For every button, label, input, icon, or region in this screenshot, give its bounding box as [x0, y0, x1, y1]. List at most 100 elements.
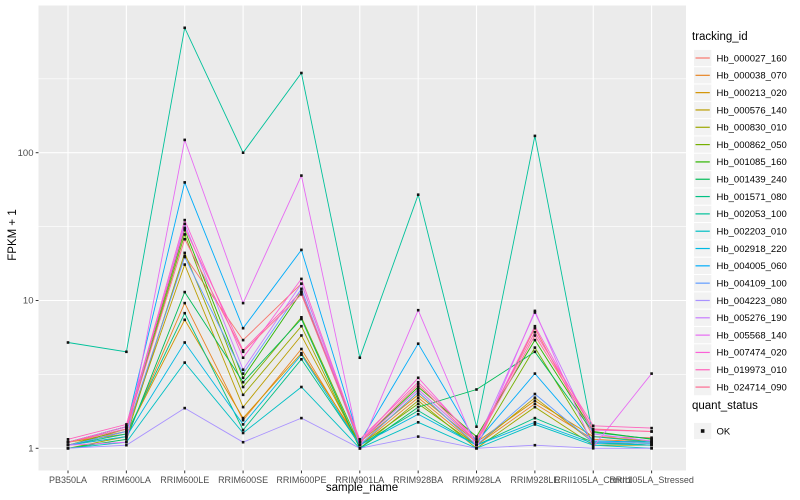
data-point — [300, 174, 303, 177]
data-point — [416, 193, 420, 196]
data-point — [591, 424, 595, 428]
data-point — [475, 440, 478, 444]
x-tick-label: PB350LA — [49, 475, 87, 485]
data-point — [183, 251, 186, 255]
data-point — [533, 416, 537, 420]
data-point — [475, 443, 478, 447]
data-point — [300, 351, 303, 355]
x-tick-label: RRIM600SE — [218, 475, 268, 485]
x-tick-label: RRII105LA_Control — [554, 475, 632, 485]
data-point — [533, 392, 537, 396]
data-point — [591, 427, 595, 431]
data-point — [300, 287, 303, 291]
legend-item-label: Hb_004005_060 — [717, 261, 787, 272]
legend-item-label: Hb_000213_020 — [717, 88, 787, 99]
data-point — [241, 440, 245, 444]
data-point — [300, 316, 303, 319]
data-point — [241, 338, 245, 342]
x-tick-label: RRIM600LA — [102, 475, 151, 485]
data-point — [241, 385, 245, 389]
data-point — [300, 317, 303, 321]
data-point — [183, 226, 186, 230]
legend-item-label: Hb_000038_070 — [717, 71, 787, 82]
data-point — [183, 318, 186, 322]
data-point — [241, 326, 245, 330]
legend-item-label: Hb_007474_020 — [717, 348, 787, 359]
data-point — [416, 393, 420, 397]
data-point — [300, 358, 303, 361]
data-point — [533, 134, 537, 138]
data-point — [241, 423, 245, 426]
data-point — [66, 447, 70, 450]
data-point — [650, 437, 653, 441]
data-point — [241, 416, 245, 420]
data-point — [125, 438, 128, 441]
data-point — [650, 442, 653, 445]
data-point — [416, 342, 420, 345]
data-point — [650, 372, 653, 375]
x-tick-label: RRIM928LA — [452, 475, 501, 485]
legend-title-quant-status: quant_status — [692, 400, 758, 412]
x-tick-label: RRIM928BA — [393, 475, 443, 485]
data-point — [241, 393, 245, 397]
data-point — [66, 440, 70, 444]
data-point — [533, 350, 537, 354]
legend-item-label: Hb_002918_220 — [717, 244, 787, 255]
data-point — [416, 308, 420, 312]
data-point — [125, 432, 128, 436]
data-point — [241, 301, 245, 305]
x-tick-label: RRIM928LE — [510, 475, 559, 485]
data-point — [125, 443, 128, 447]
data-point — [183, 233, 186, 236]
data-point — [183, 255, 186, 259]
data-point — [591, 438, 595, 441]
data-point — [300, 353, 303, 356]
data-point — [241, 356, 245, 359]
y-tick-label: 100 — [18, 148, 34, 159]
data-point — [183, 222, 186, 226]
legend-item-label: Hb_005276_190 — [717, 313, 787, 324]
data-point — [241, 376, 245, 380]
data-point — [591, 431, 595, 434]
data-point — [300, 324, 303, 328]
data-point — [358, 443, 362, 447]
data-point — [241, 380, 245, 384]
legend-item-label: Hb_001571_080 — [717, 192, 787, 203]
data-point — [416, 405, 420, 409]
x-tick-label: RRII105LA_Stressed — [609, 475, 694, 485]
data-point — [358, 447, 362, 450]
plot-panel — [38, 5, 686, 471]
data-point — [300, 334, 303, 337]
data-point — [300, 71, 303, 75]
x-axis-title: sample_name — [325, 482, 399, 494]
data-point — [533, 423, 537, 426]
data-point — [650, 443, 653, 447]
data-point — [183, 228, 186, 232]
data-point — [125, 430, 128, 433]
x-tick-label: RRIM600PE — [276, 475, 326, 485]
data-point — [241, 151, 245, 154]
data-point — [125, 423, 128, 426]
data-point — [241, 418, 245, 422]
x-tick-label: RRIM600LE — [160, 475, 209, 485]
legend-item-label: Hb_002053_100 — [717, 209, 787, 220]
data-point — [183, 237, 186, 241]
data-point — [533, 402, 537, 406]
data-point — [416, 380, 420, 384]
data-point — [300, 282, 303, 285]
data-point — [416, 376, 420, 380]
data-point — [183, 181, 186, 184]
data-point — [183, 406, 186, 410]
data-point — [125, 427, 128, 431]
legend-item-label: Hb_001085_160 — [717, 157, 787, 168]
data-point — [241, 368, 245, 371]
data-point — [416, 390, 420, 394]
data-point — [183, 263, 186, 266]
data-point — [300, 293, 303, 296]
data-point — [533, 326, 537, 330]
data-point — [650, 439, 653, 443]
data-point — [300, 416, 303, 420]
data-point — [533, 311, 537, 314]
data-point — [475, 435, 478, 438]
